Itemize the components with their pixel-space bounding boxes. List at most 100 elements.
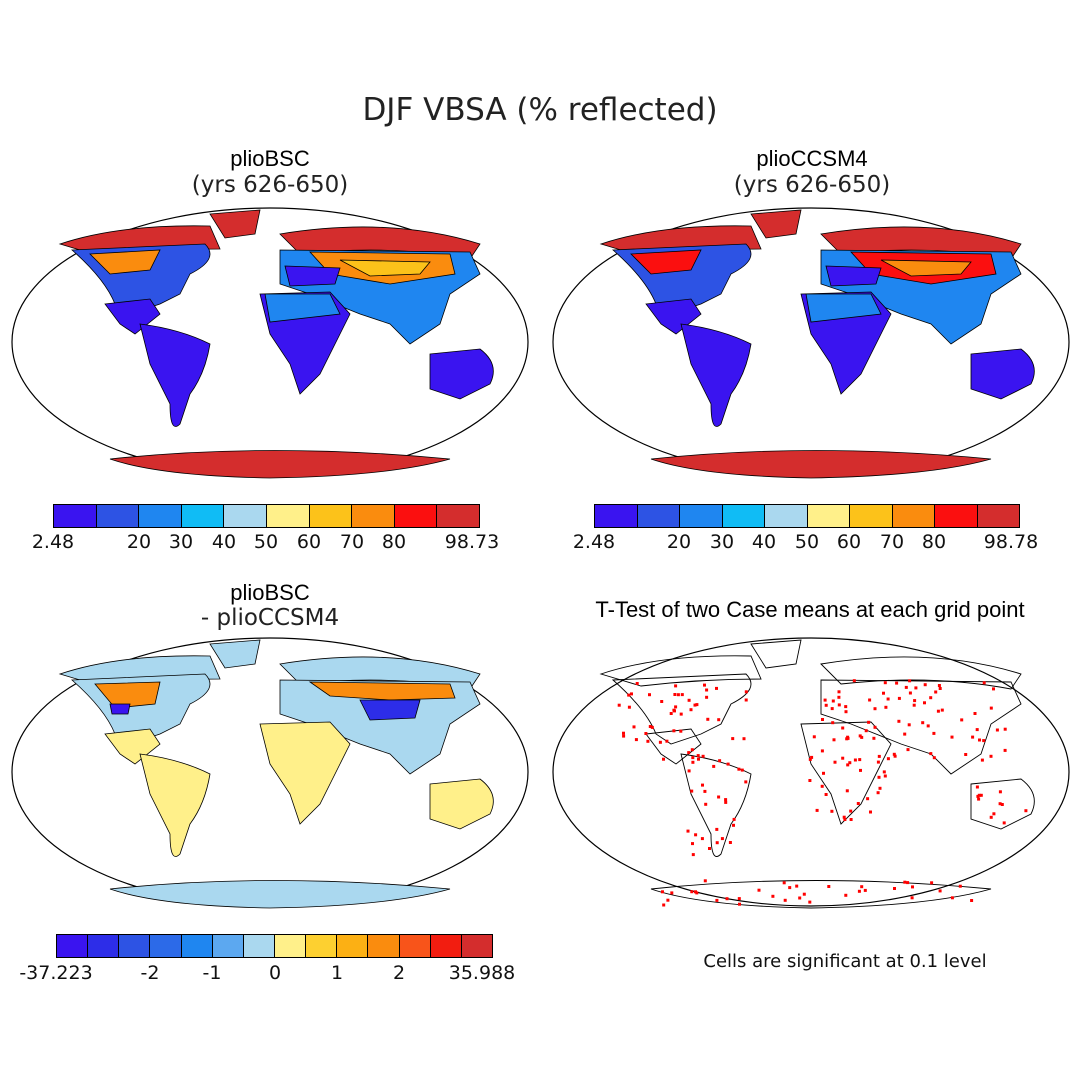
significant-cell <box>872 736 876 740</box>
significant-cell <box>856 802 860 805</box>
significant-cell <box>975 785 979 789</box>
significant-cell <box>1000 803 1004 806</box>
significant-cell <box>833 760 837 764</box>
significant-cell <box>892 752 896 756</box>
significant-cell <box>802 892 806 896</box>
significant-cell <box>810 755 814 759</box>
significant-cell <box>693 703 697 707</box>
significant-cell <box>883 681 887 685</box>
colorbar-tick: 35.988 <box>448 962 516 984</box>
significant-cell <box>808 900 812 904</box>
significant-cell <box>740 768 744 772</box>
significant-cell <box>672 708 676 712</box>
significant-cell <box>934 690 938 694</box>
significant-cell <box>712 764 716 768</box>
land-field <box>58 209 494 479</box>
colorbar-tick: 30 <box>168 531 194 553</box>
significant-cell <box>697 757 700 761</box>
significant-cell <box>1002 821 1006 825</box>
significant-cell <box>648 693 651 697</box>
significant-cell <box>830 707 834 711</box>
significant-cell <box>831 721 835 725</box>
significant-cell <box>912 703 916 707</box>
significant-cell <box>687 751 691 755</box>
map-pliobsc <box>11 207 529 479</box>
significant-cell <box>930 881 934 885</box>
significant-cell <box>670 891 674 895</box>
significant-cell <box>658 740 662 744</box>
significant-cell <box>908 679 912 683</box>
significant-cell <box>674 705 678 709</box>
significant-cell <box>837 703 841 707</box>
significant-cell <box>971 735 975 739</box>
significant-cell <box>857 889 861 893</box>
significant-cell <box>936 709 940 713</box>
significant-cell <box>873 725 877 729</box>
significant-cell <box>937 684 941 687</box>
significant-cell <box>679 729 683 733</box>
significant-cell <box>679 712 683 716</box>
map-difference <box>11 637 529 909</box>
land-field <box>58 639 494 909</box>
significant-cell <box>669 712 673 715</box>
significant-cell <box>1024 809 1028 813</box>
significant-cell <box>691 853 695 857</box>
figure-title: DJF VBSA (% reflected) <box>362 92 718 128</box>
significant-cell <box>908 691 912 695</box>
colorbar-tick: 80 <box>921 531 947 553</box>
significant-cell <box>846 763 850 767</box>
significant-cell <box>815 808 819 812</box>
significant-cell <box>715 686 718 690</box>
significant-cell <box>868 698 872 702</box>
significant-cell <box>824 793 828 796</box>
significant-cell <box>882 770 886 774</box>
significant-cell <box>844 893 848 897</box>
significant-cell <box>958 884 962 888</box>
significant-cell <box>877 775 881 779</box>
significant-cell <box>982 681 986 685</box>
significant-cell <box>1003 727 1007 731</box>
significant-cell <box>783 898 787 902</box>
colorbar-tick: 98.78 <box>983 531 1039 553</box>
significant-cell <box>897 696 901 700</box>
significant-cell <box>911 885 914 889</box>
colorbar-tick: 70 <box>339 531 365 553</box>
significant-cell <box>903 880 907 884</box>
significant-cell <box>690 890 694 894</box>
significant-cell <box>812 735 816 739</box>
significant-cell <box>940 708 944 712</box>
colorbar-tick: 50 <box>253 531 279 553</box>
significant-cell <box>795 884 799 888</box>
significant-cell <box>632 725 636 729</box>
significant-cell <box>998 790 1002 794</box>
significant-cell <box>661 890 664 894</box>
significant-cell <box>798 896 802 900</box>
significant-cell <box>859 768 862 772</box>
significant-cell <box>737 767 741 771</box>
significant-cell <box>717 718 721 722</box>
significant-cell <box>700 837 704 841</box>
significant-cell <box>977 797 981 801</box>
significant-cell <box>867 720 871 724</box>
colorbar-plioccsm4 <box>594 504 1020 528</box>
significant-cell <box>822 771 825 775</box>
colorbar-tick: 70 <box>879 531 905 553</box>
significant-cell <box>995 728 999 732</box>
significant-cell <box>715 841 719 845</box>
significant-cell <box>831 699 835 703</box>
significant-cell <box>617 703 621 707</box>
significant-cell <box>738 902 741 906</box>
significant-cell <box>860 735 864 739</box>
panel-title-ttest: T-Test of two Case means at each grid po… <box>595 597 1025 622</box>
significant-cell <box>724 800 728 804</box>
significant-cell <box>878 786 882 790</box>
significant-cell <box>737 897 741 901</box>
significant-cell <box>837 690 841 694</box>
colorbar-tick: 40 <box>751 531 777 553</box>
significant-cell <box>701 783 704 787</box>
colorbar-tick: 1 <box>330 962 344 984</box>
significant-cell <box>703 879 707 883</box>
significant-cell <box>929 696 933 700</box>
significant-cell <box>929 752 933 756</box>
significant-cell <box>973 712 977 715</box>
